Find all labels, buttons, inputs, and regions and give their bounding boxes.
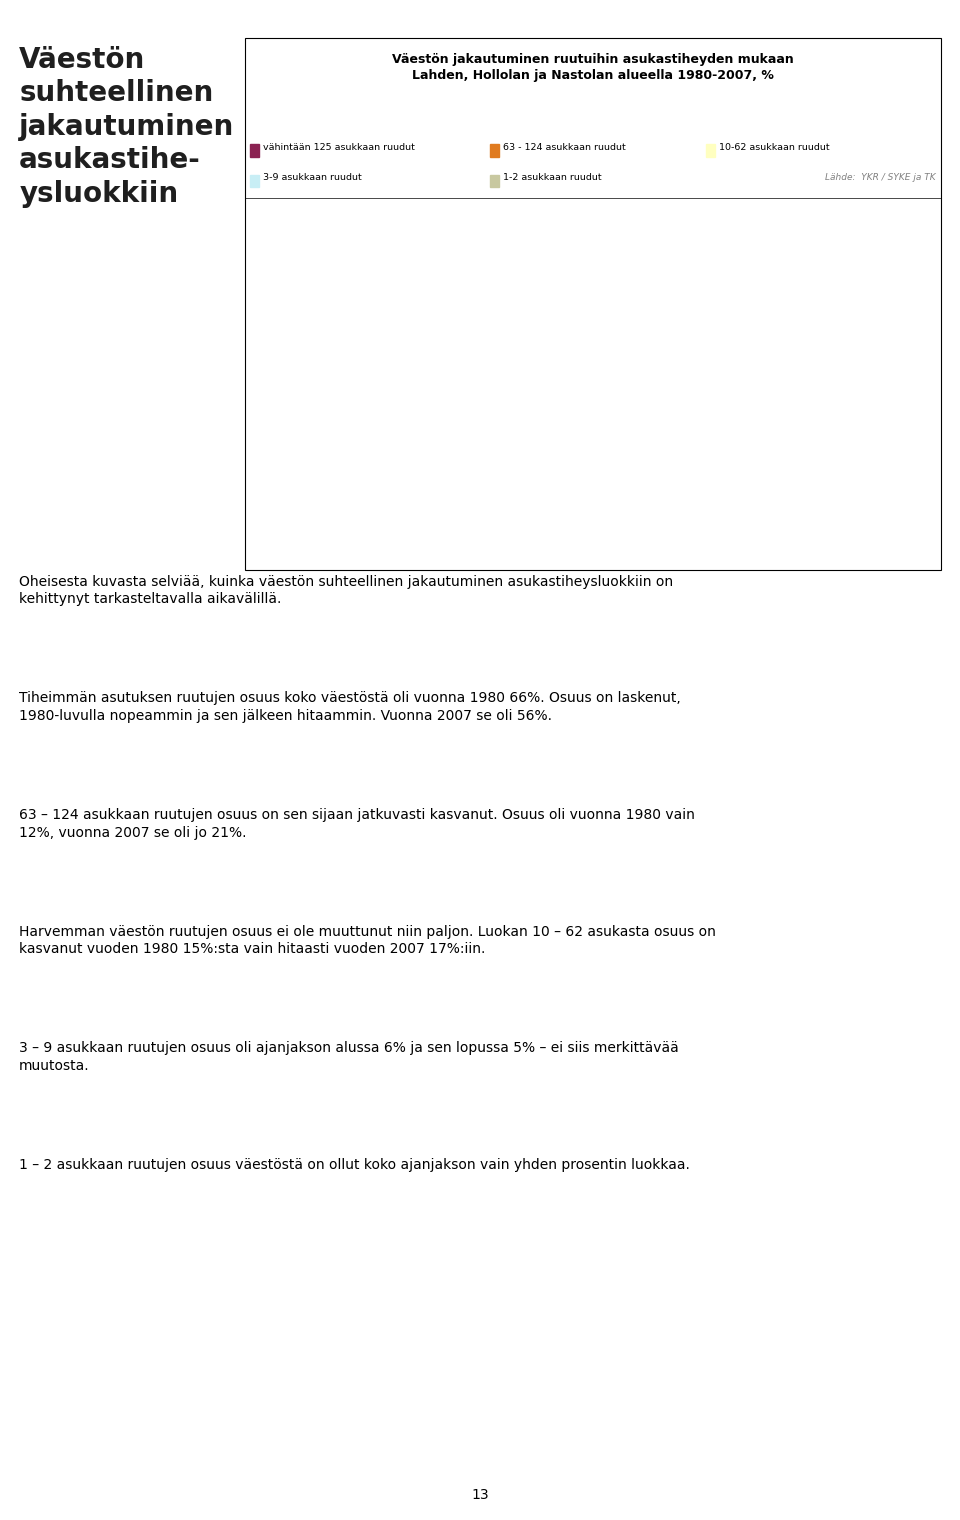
Text: 17 %: 17 %	[874, 296, 900, 306]
Text: 1 %: 1 %	[877, 248, 896, 257]
Text: Oheisesta kuvasta selviää, kuinka väestön suhteellinen jakautuminen asukastiheys: Oheisesta kuvasta selviää, kuinka väestö…	[19, 575, 673, 606]
Text: 1 – 2 asukkaan ruutujen osuus väestöstä on ollut koko ajanjakson vain yhden pros: 1 – 2 asukkaan ruutujen osuus väestöstä …	[19, 1158, 690, 1172]
Bar	[860, 277, 913, 325]
Bar	[503, 374, 557, 547]
Bar	[682, 263, 735, 264]
Text: 64 %: 64 %	[428, 450, 454, 461]
Bar	[771, 280, 825, 328]
Bar	[682, 380, 735, 547]
Bar	[682, 280, 735, 328]
Bar	[592, 264, 646, 280]
Bar	[325, 280, 378, 322]
Text: 19 %: 19 %	[784, 351, 810, 360]
Text: 1 %: 1 %	[343, 248, 361, 257]
Bar	[414, 277, 468, 319]
Text: 18 %: 18 %	[606, 347, 633, 357]
Bar	[771, 264, 825, 280]
Text: 6 %: 6 %	[520, 266, 540, 277]
Text: Lähde:  YKR / SYKE ja TK: Lähde: YKR / SYKE ja TK	[826, 173, 936, 182]
Bar	[414, 257, 468, 260]
Bar	[860, 386, 913, 547]
Text: 59 %: 59 %	[606, 458, 633, 467]
Text: 3-9 asukkaan ruudut: 3-9 asukkaan ruudut	[263, 173, 362, 182]
Text: Väestön
suhteellinen
jakautuminen
asukastihe-
ysluokkiin: Väestön suhteellinen jakautuminen asukas…	[19, 46, 234, 208]
Text: 56 %: 56 %	[874, 462, 900, 471]
Bar	[503, 280, 557, 325]
Text: 6 %: 6 %	[431, 263, 451, 274]
Bar	[860, 260, 913, 263]
Text: Tiheimmän asutuksen ruutujen osuus koko väestöstä oli vuonna 1980 66%. Osuus on : Tiheimmän asutuksen ruutujen osuus koko …	[19, 692, 681, 724]
Text: 10-62 asukkaan ruudut: 10-62 asukkaan ruudut	[719, 143, 829, 152]
Bar	[414, 363, 468, 547]
Text: 58 %: 58 %	[695, 459, 722, 468]
Bar	[414, 260, 468, 277]
Text: 5 %: 5 %	[787, 268, 807, 277]
Text: 18 %: 18 %	[695, 350, 722, 359]
Text: 57 %: 57 %	[784, 461, 810, 470]
Bar	[860, 325, 913, 386]
Bar	[592, 280, 646, 325]
Bar	[414, 319, 468, 363]
Text: 15 %: 15 %	[428, 336, 454, 347]
Text: 1-2 asukkaan ruudut: 1-2 asukkaan ruudut	[503, 173, 602, 182]
Text: 15 %: 15 %	[339, 296, 365, 306]
Bar	[771, 328, 825, 383]
Text: 17 %: 17 %	[695, 299, 722, 309]
Bar	[325, 357, 378, 547]
Text: 12 %: 12 %	[339, 334, 365, 345]
Text: 63 - 124 asukkaan ruudut: 63 - 124 asukkaan ruudut	[503, 143, 626, 152]
Bar	[771, 383, 825, 547]
Text: 60 %: 60 %	[516, 456, 543, 465]
Text: 1 %: 1 %	[521, 248, 540, 257]
Bar	[592, 377, 646, 547]
Text: 1 %: 1 %	[699, 249, 717, 260]
Bar	[592, 263, 646, 264]
Bar	[682, 328, 735, 380]
Text: vähintään 125 asukkaan ruudut: vähintään 125 asukkaan ruudut	[263, 143, 415, 152]
Text: 1 %: 1 %	[432, 245, 450, 254]
Text: 1 %: 1 %	[788, 249, 806, 260]
Text: 66 %: 66 %	[339, 447, 365, 458]
Bar	[503, 263, 557, 280]
Text: 16 %: 16 %	[606, 298, 633, 307]
Text: 16 %: 16 %	[516, 298, 543, 307]
Bar	[503, 260, 557, 263]
Text: 17 %: 17 %	[516, 345, 543, 356]
Text: 21 %: 21 %	[874, 351, 900, 360]
Text: 5 %: 5 %	[610, 268, 629, 277]
Bar	[325, 260, 378, 263]
Text: 6 %: 6 %	[342, 266, 362, 277]
Bar	[592, 325, 646, 377]
Text: 15 %: 15 %	[428, 293, 454, 304]
Text: 3 – 9 asukkaan ruutujen osuus oli ajanjakson alussa 6% ja sen lopussa 5% – ei si: 3 – 9 asukkaan ruutujen osuus oli ajanja…	[19, 1041, 679, 1073]
Text: 1 %: 1 %	[610, 249, 629, 260]
Bar	[325, 263, 378, 280]
Text: Harvemman väestön ruutujen osuus ei ole muuttunut niin paljon. Luokan 10 – 62 as: Harvemman väestön ruutujen osuus ei ole …	[19, 924, 716, 956]
Bar	[503, 325, 557, 374]
Bar	[325, 322, 378, 357]
Bar	[771, 263, 825, 264]
Text: 5 %: 5 %	[876, 264, 897, 275]
Text: 13: 13	[471, 1488, 489, 1502]
Text: Väestön jakautuminen ruutuihin asukastiheyden mukaan
Lahden, Hollolan ja Nastola: Väestön jakautuminen ruutuihin asukastih…	[392, 53, 794, 82]
Text: 5 %: 5 %	[699, 268, 718, 277]
Text: 63 – 124 asukkaan ruutujen osuus on sen sijaan jatkuvasti kasvanut. Osuus oli vu: 63 – 124 asukkaan ruutujen osuus on sen …	[19, 807, 695, 839]
Bar	[682, 264, 735, 280]
Text: 17 %: 17 %	[784, 299, 810, 309]
Bar	[860, 263, 913, 277]
